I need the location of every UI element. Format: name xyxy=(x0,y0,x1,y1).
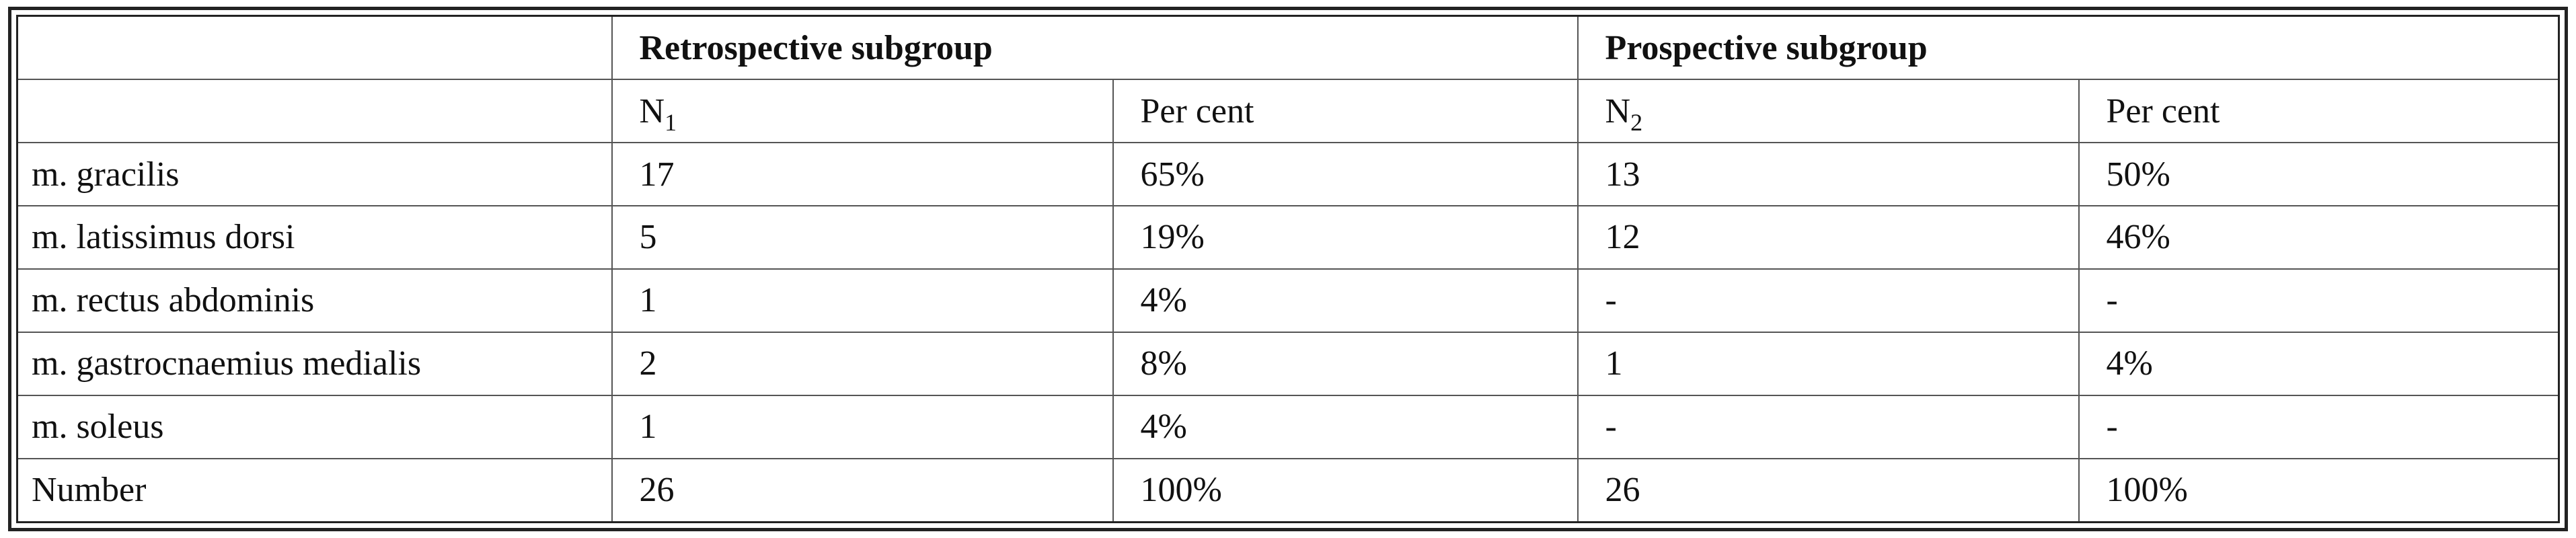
data-row: Number 26 100% 26 100% xyxy=(16,457,2560,523)
data-row: m. gastrocnaemius medialis 2 8% 1 4% xyxy=(16,331,2560,396)
group-header: Prospective subgroup xyxy=(1577,15,2560,81)
cell: 5 xyxy=(611,205,1114,270)
group-header: Retrospective subgroup xyxy=(611,15,1579,81)
row-label: Number xyxy=(16,457,613,523)
data-row: m. soleus 1 4% - - xyxy=(16,394,2560,459)
column-header-main: N xyxy=(639,91,665,130)
cell: - xyxy=(1577,268,2080,333)
cell: 50% xyxy=(2078,142,2560,207)
data-row: m. rectus abdominis 1 4% - - xyxy=(16,268,2560,333)
table-frame: Retrospective subgroup Prospective subgro… xyxy=(8,7,2568,531)
row-label: m. gastrocnaemius medialis xyxy=(16,331,613,396)
row-label: m. latissimus dorsi xyxy=(16,205,613,270)
cell: 4% xyxy=(1112,268,1579,333)
cell: 26 xyxy=(611,457,1114,523)
row-label: m. rectus abdominis xyxy=(16,268,613,333)
data-row: m. gracilis 17 65% 13 50% xyxy=(16,142,2560,207)
cell: 1 xyxy=(611,394,1114,459)
cell: - xyxy=(2078,394,2560,459)
cell: 1 xyxy=(611,268,1114,333)
corner-cell xyxy=(16,15,613,81)
cell: 100% xyxy=(2078,457,2560,523)
row-label: m. soleus xyxy=(16,394,613,459)
row-label: m. gracilis xyxy=(16,142,613,207)
column-header-main: N xyxy=(1605,91,1631,130)
column-header: N1 xyxy=(611,79,1114,144)
subheader-row: N1 Per cent N2 Per cent xyxy=(16,79,2560,144)
cell: - xyxy=(1577,394,2080,459)
corner-cell xyxy=(16,79,613,144)
column-header-sub: 1 xyxy=(665,108,677,136)
cell: 26 xyxy=(1577,457,2080,523)
cell: 4% xyxy=(1112,394,1579,459)
column-header-sub: 2 xyxy=(1630,108,1643,136)
cell: 1 xyxy=(1577,331,2080,396)
header-row: Retrospective subgroup Prospective subgro… xyxy=(16,15,2560,81)
column-header: Per cent xyxy=(1112,79,1579,144)
table: Retrospective subgroup Prospective subgro… xyxy=(16,15,2560,523)
cell: 13 xyxy=(1577,142,2080,207)
cell: 12 xyxy=(1577,205,2080,270)
cell: 100% xyxy=(1112,457,1579,523)
cell: 4% xyxy=(2078,331,2560,396)
data-row: m. latissimus dorsi 5 19% 12 46% xyxy=(16,205,2560,270)
cell: 46% xyxy=(2078,205,2560,270)
cell: 2 xyxy=(611,331,1114,396)
column-header: Per cent xyxy=(2078,79,2560,144)
cell: 17 xyxy=(611,142,1114,207)
cell: - xyxy=(2078,268,2560,333)
cell: 19% xyxy=(1112,205,1579,270)
cell: 8% xyxy=(1112,331,1579,396)
cell: 65% xyxy=(1112,142,1579,207)
column-header: N2 xyxy=(1577,79,2080,144)
